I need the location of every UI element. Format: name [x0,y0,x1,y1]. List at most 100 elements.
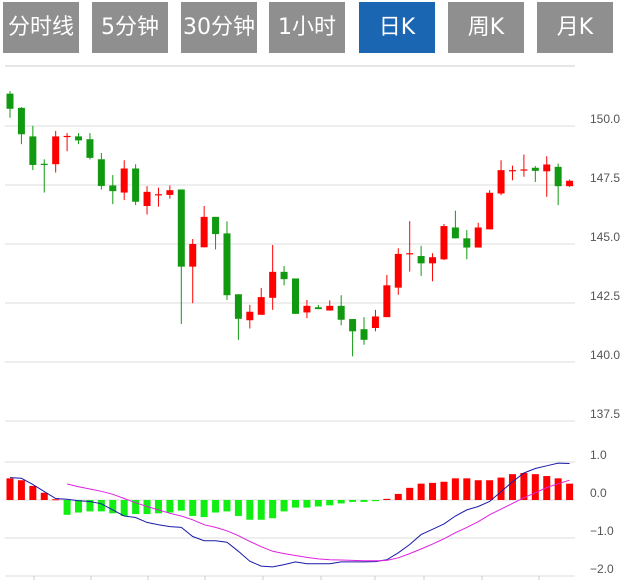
macd-bar [120,500,128,516]
price-tick-label: 142.5 [590,289,620,303]
candle-body [223,233,231,296]
candle-body [463,238,471,248]
candle [246,304,254,329]
candle-body [177,189,185,267]
macd-bar [360,500,368,502]
candle [554,163,562,206]
macd-bar [86,500,94,512]
macd-bar [474,480,482,500]
candle [97,152,105,190]
candle-body [554,166,562,187]
candle-body [86,139,94,158]
macd-bar [520,473,528,500]
candle [394,248,402,295]
price-grid [5,65,575,422]
macd-bar [132,500,140,515]
macd-bar [326,500,334,506]
candle [29,125,37,171]
candle [166,185,174,199]
candle [497,160,505,196]
tab-0[interactable]: 分时线 [3,2,79,53]
candle-body [257,297,265,315]
candle [474,222,482,248]
macd-bar [223,500,231,512]
candle [508,165,516,181]
candle [269,244,277,310]
candle-body [543,164,551,172]
price-tick-label: 145.0 [590,230,620,244]
price-tick-label: 140.0 [590,348,620,362]
macd-bar [75,500,83,513]
candle-body [97,159,105,186]
candle-body [109,185,117,192]
macd-bar [40,492,48,500]
candle-body [280,271,288,280]
tab-4[interactable]: 日K [359,2,435,53]
candle-body [314,307,322,310]
candle-body [451,227,459,239]
candle-body [212,216,220,235]
candle-body [417,256,425,264]
candle [86,133,94,160]
candle [17,107,25,145]
candle-body [189,244,197,267]
macd-bar [417,483,425,500]
candle [120,160,128,201]
candle-body [303,305,311,313]
candle-body [440,226,448,260]
macd-bar [257,500,265,520]
candle-body [337,305,345,320]
macd-bar [17,480,25,500]
candle-body [394,253,402,288]
macd-bar [109,500,117,514]
candle-body [6,93,14,109]
candle [429,253,437,282]
macd-bar [177,500,185,511]
candle [360,317,368,345]
macd-bar [303,500,311,508]
macd-tick-label: −1.0 [590,524,614,538]
dea-line [66,479,570,562]
macd-bar [189,500,197,516]
candle [6,91,14,118]
candle-body [200,216,208,248]
period-tabs: 分时线 5分钟 30分钟 1小时 日K 周K 月K [0,0,634,56]
candle [280,265,288,286]
candle-body [531,167,539,171]
macd-bar [383,498,391,500]
candle [234,294,242,340]
candle [486,190,494,230]
macd-bar [52,499,60,501]
candle-body [520,169,528,171]
candle-body [166,190,174,195]
candle [257,287,265,315]
candlestick-series [6,91,574,357]
candle [520,154,528,177]
tab-3[interactable]: 1小时 [269,2,345,53]
candle-body [29,136,37,165]
candle-body [566,180,574,187]
candle [200,206,208,248]
candle-body [406,253,414,255]
macd-bar [440,481,448,500]
candle [223,221,231,300]
tab-6[interactable]: 月K [537,2,613,53]
candle [143,186,151,215]
price-tick-label: 137.5 [590,407,620,421]
macd-bar [314,500,322,507]
tab-2[interactable]: 30分钟 [181,2,257,53]
macd-bar [429,482,437,500]
candle [383,274,391,318]
candle [349,319,357,357]
candle-body [132,168,140,202]
tab-5[interactable]: 周K [448,2,524,53]
candle-body [75,136,83,141]
macd-bar [531,474,539,500]
macd-bar [508,474,516,500]
macd-grid [5,461,575,577]
tab-1[interactable]: 5分钟 [92,2,168,53]
candle [292,278,299,314]
candle-body [246,311,254,321]
price-tick-label: 150.0 [590,112,620,126]
